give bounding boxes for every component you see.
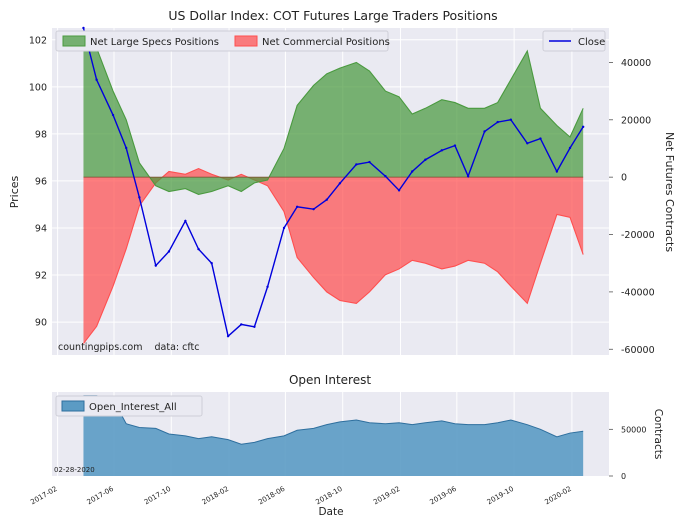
close-point — [154, 264, 157, 267]
right-tick-label: -20000 — [621, 230, 655, 241]
close-point — [125, 146, 128, 150]
left-tick-label: 100 — [29, 82, 47, 93]
right-tick-label: -60000 — [621, 345, 655, 356]
close-point — [282, 226, 286, 230]
close-point — [496, 120, 499, 124]
prices-axis-label: Prices — [8, 175, 21, 208]
close-point — [526, 142, 529, 145]
right-tick-label: 40000 — [621, 58, 651, 69]
close-point — [197, 247, 200, 251]
x-tick-label: 2019-06 — [429, 485, 459, 507]
right-tick-label: 20000 — [621, 115, 651, 126]
close-point — [440, 149, 444, 152]
close-point — [338, 182, 342, 185]
open-interest-legend-swatch — [61, 400, 85, 412]
close-point — [483, 130, 486, 133]
close-point — [226, 334, 230, 338]
date-axis-label: Date — [318, 506, 343, 518]
close-point — [95, 78, 98, 81]
open-interest-legend-label: Open_Interest_All — [89, 402, 177, 413]
x-tick-label: 2018-06 — [257, 485, 287, 507]
close-point — [240, 323, 243, 326]
x-tick-label: 2017-02 — [29, 485, 58, 507]
close-point — [384, 175, 387, 178]
x-tick-label: 2017-06 — [86, 485, 116, 507]
close-point — [210, 262, 213, 265]
x-axis-ticks: 2017-02 2017-06 2017-10 2018-02 2018-06 2018-… — [29, 485, 573, 507]
close-point — [253, 325, 256, 328]
close-point — [266, 285, 269, 288]
close-point — [82, 26, 85, 30]
close-line — [82, 27, 584, 338]
top-chart-title: US Dollar Index: COT Futures Large Trade… — [168, 8, 497, 23]
x-tick-label: 2019-02 — [372, 485, 401, 507]
open-interest-legend: Open_Interest_All — [55, 395, 203, 417]
close-point — [167, 250, 171, 253]
left-tick-label: 92 — [35, 271, 47, 282]
close-point — [355, 163, 358, 166]
close-point — [397, 189, 401, 192]
close-point — [555, 170, 559, 173]
close-point — [411, 170, 414, 173]
bottom-right-tick-label: 0 — [621, 472, 626, 481]
x-tick-label: 2017-10 — [143, 485, 172, 507]
close-point — [466, 175, 470, 178]
specs-legend-swatch — [62, 35, 86, 47]
contracts-axis-label: Contracts — [652, 409, 664, 460]
specs-line — [83, 33, 584, 195]
bottom-right-tick-label: 50000 — [621, 425, 646, 434]
credit-text: countingpips.com data: cftc — [58, 342, 200, 353]
open-interest-line — [83, 395, 584, 445]
latest-date-label: 02-28-2020 — [54, 466, 95, 474]
close-point — [295, 205, 299, 208]
close-point — [368, 160, 371, 164]
close-point — [325, 198, 328, 201]
left-tick-label: 102 — [29, 35, 47, 46]
close-legend: Close — [542, 30, 606, 52]
close-point — [184, 219, 187, 223]
bottom-right-ticks: 50000 0 — [609, 425, 646, 481]
close-point — [424, 158, 427, 161]
commercial-line — [83, 167, 584, 344]
positions-legend: Net Large Specs Positions Net Commercial… — [55, 30, 390, 52]
net-contracts-axis-label: Net Futures Contracts — [663, 132, 676, 252]
commercial-legend-label: Net Commercial Positions — [262, 37, 390, 48]
close-point — [312, 207, 315, 211]
close-legend-label: Close — [578, 37, 605, 48]
bottom-data-marks — [83, 395, 584, 476]
left-tick-label: 90 — [35, 318, 47, 329]
left-tick-label: 96 — [35, 176, 47, 187]
left-tick-label: 98 — [35, 129, 47, 140]
x-tick-label: 2018-10 — [314, 485, 343, 507]
left-tick-label: 94 — [35, 223, 47, 234]
close-point — [568, 146, 572, 150]
close-point — [509, 118, 513, 121]
right-tick-label: -40000 — [621, 287, 655, 298]
close-point — [453, 144, 457, 147]
close-point — [138, 196, 141, 199]
commercial-legend-swatch — [234, 35, 258, 47]
close-point — [581, 125, 585, 129]
x-tick-label: 2020-02 — [544, 485, 573, 507]
commercial-area — [83, 168, 584, 344]
top-data-marks — [82, 26, 585, 344]
top-left-ticks: 90 92 94 96 98 100 102 — [29, 35, 47, 328]
specs-legend-label: Net Large Specs Positions — [90, 37, 219, 48]
right-tick-label: 0 — [621, 173, 627, 184]
open-interest-title: Open Interest — [289, 373, 371, 387]
x-tick-label: 2019-10 — [486, 485, 515, 507]
x-tick-label: 2018-02 — [201, 485, 230, 507]
open-interest-area — [83, 395, 584, 476]
close-point — [111, 113, 115, 117]
close-point — [539, 137, 542, 140]
top-right-ticks: 40000 20000 0 -20000 -40000 -60000 — [609, 58, 655, 356]
